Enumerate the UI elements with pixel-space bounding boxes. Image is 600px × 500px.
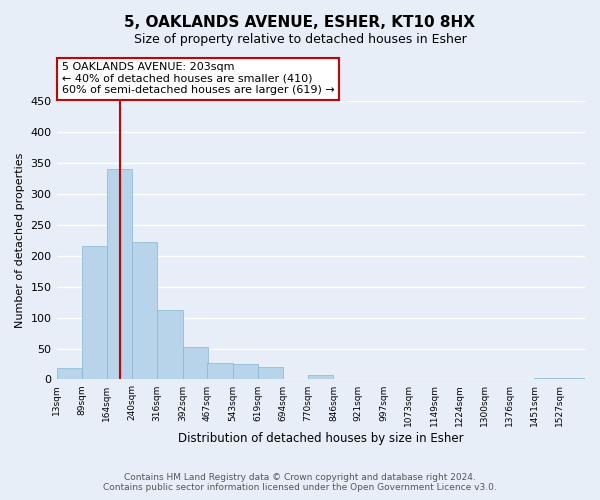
Bar — [157, 310, 182, 380]
Text: Size of property relative to detached houses in Esher: Size of property relative to detached ho… — [134, 32, 466, 46]
Bar — [535, 378, 560, 380]
Bar — [560, 378, 585, 380]
Bar — [182, 346, 208, 380]
Bar — [132, 242, 157, 380]
Bar — [208, 364, 233, 380]
Bar — [107, 169, 132, 380]
Text: Contains HM Land Registry data © Crown copyright and database right 2024.
Contai: Contains HM Land Registry data © Crown c… — [103, 473, 497, 492]
Text: 5 OAKLANDS AVENUE: 203sqm
← 40% of detached houses are smaller (410)
60% of semi: 5 OAKLANDS AVENUE: 203sqm ← 40% of detac… — [62, 62, 335, 96]
Bar — [82, 246, 107, 380]
Text: 5, OAKLANDS AVENUE, ESHER, KT10 8HX: 5, OAKLANDS AVENUE, ESHER, KT10 8HX — [125, 15, 476, 30]
Bar — [308, 374, 334, 380]
Bar — [258, 367, 283, 380]
X-axis label: Distribution of detached houses by size in Esher: Distribution of detached houses by size … — [178, 432, 464, 445]
Y-axis label: Number of detached properties: Number of detached properties — [15, 152, 25, 328]
Bar — [56, 368, 82, 380]
Bar — [233, 364, 258, 380]
